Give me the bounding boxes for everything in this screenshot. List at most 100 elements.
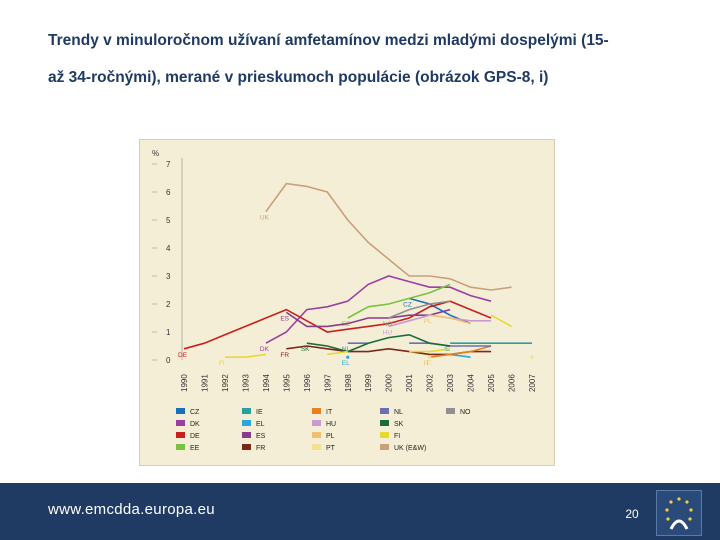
- legend-swatch-uk-e-w: [380, 444, 389, 450]
- legend-label-el: EL: [256, 421, 265, 428]
- x-tick-label: 1990: [180, 374, 189, 392]
- legend-label-hu: HU: [326, 421, 336, 428]
- series-line-ee: [347, 283, 451, 319]
- legend-swatch-el: [242, 420, 251, 426]
- legend-label-fr: FR: [256, 445, 265, 452]
- series-point-el: [346, 355, 350, 359]
- legend-label-no: NO: [460, 409, 471, 416]
- series-point-pt: [428, 355, 432, 359]
- footer-url[interactable]: www.emcdda.europa.eu: [48, 501, 215, 518]
- legend-swatch-cz: [176, 408, 185, 414]
- x-tick-label: 2004: [467, 374, 476, 392]
- y-tick-label: 0: [166, 356, 171, 365]
- x-tick-label: 1996: [303, 374, 312, 392]
- legend-swatch-de: [176, 432, 185, 438]
- page-number: 20: [625, 507, 639, 521]
- series-line-pl: [429, 314, 471, 325]
- legend-swatch-pt: [312, 444, 321, 450]
- legend-label-pl: PL: [326, 433, 335, 440]
- legend-swatch-nl: [380, 408, 389, 414]
- line-chart: % 0 1 2 3 4 5 6 7 1990 1991 1992 1993 1994 1995 1996 199…: [139, 139, 555, 466]
- series-label-cz: CZ: [403, 301, 412, 308]
- x-tick-label: 1994: [262, 374, 271, 392]
- legend-label-it: IT: [326, 409, 333, 416]
- series-line-no: [388, 300, 451, 319]
- chart-canvas: % 0 1 2 3 4 5 6 7 1990 1991 1992 1993 1994 1995 1996 199…: [152, 149, 537, 452]
- slide-title: Trendy v minuloročnom užívaní amfetamíno…: [48, 22, 708, 96]
- series-line-de: [183, 300, 492, 350]
- series-line-fi: [409, 348, 451, 353]
- x-tick-label: 1991: [200, 374, 209, 392]
- series-line-it: [429, 345, 492, 358]
- x-tick-label: 2001: [405, 374, 414, 392]
- legend-swatch-ee: [176, 444, 185, 450]
- series-label-nl: NL: [342, 346, 351, 353]
- x-tick-label: 2005: [487, 374, 496, 392]
- y-tick-label: 3: [166, 272, 171, 281]
- x-tick-label: 1993: [241, 374, 250, 392]
- series-label-fi: FI: [219, 360, 225, 367]
- series-line-el: [450, 353, 471, 358]
- y-tick-label: 2: [166, 300, 171, 309]
- series-label-dk: DK: [260, 346, 270, 353]
- series-line-es: [285, 308, 451, 328]
- title-line-2: až 34-ročnými), merané v prieskumoch pop…: [48, 69, 549, 86]
- series-label-it: IT: [424, 360, 430, 367]
- series-line-dk: [265, 275, 492, 344]
- series-label-pt: PT: [424, 360, 432, 367]
- y-tick-label: 6: [166, 188, 171, 197]
- legend-swatch-ie: [242, 408, 251, 414]
- x-tick-label: 2006: [508, 374, 517, 392]
- x-tick-label: 2007: [528, 374, 537, 392]
- x-tick-label: 1998: [344, 374, 353, 392]
- x-tick-label: 1999: [364, 374, 373, 392]
- y-axis-label: %: [152, 149, 159, 158]
- legend-swatch-it: [312, 408, 321, 414]
- footer-bar: www.emcdda.europa.eu 20: [0, 483, 720, 540]
- x-tick-label: 1997: [323, 374, 332, 392]
- legend-swatch-es: [242, 432, 251, 438]
- series-label-sk: SK: [301, 346, 310, 353]
- series-label-hu: HU: [383, 329, 393, 336]
- series-line-fi: [224, 353, 266, 358]
- series-label-de: DE: [178, 352, 188, 359]
- title-line-1: Trendy v minuloročnom užívaní amfetamíno…: [48, 32, 609, 49]
- legend-label-dk: DK: [190, 421, 200, 428]
- series-label-el: EL: [342, 360, 350, 367]
- y-tick-label: 5: [166, 216, 171, 225]
- legend-label-cz: CZ: [190, 409, 200, 416]
- legend-label-uk-e-w: UK (E&W): [394, 445, 426, 452]
- series-line-fi: [490, 314, 512, 328]
- legend-swatch-pl: [312, 432, 321, 438]
- legend-swatch-hu: [312, 420, 321, 426]
- emcdda-logo-icon: [656, 490, 702, 536]
- legend-swatch-fr: [242, 444, 251, 450]
- x-tick-label: 1995: [282, 374, 291, 392]
- series-label-uk-e-w: UK: [260, 215, 270, 222]
- x-tick-label: 2000: [385, 374, 394, 392]
- legend-swatch-fi: [380, 432, 389, 438]
- legend-label-nl: NL: [394, 409, 403, 416]
- series-line-uk-e-w: [265, 182, 512, 291]
- series-line-sk: [306, 333, 451, 353]
- series-label-fr: FR: [280, 352, 289, 359]
- x-tick-label: 2002: [426, 374, 435, 392]
- legend-label-es: ES: [256, 433, 266, 440]
- y-tick-label: 4: [166, 244, 171, 253]
- series-label-pl: PL: [424, 318, 432, 325]
- legend-swatch-no: [446, 408, 455, 414]
- y-tick-label: 1: [166, 328, 171, 337]
- legend-label-fi: FI: [394, 433, 400, 440]
- legend-label-ie: IE: [256, 409, 263, 416]
- x-tick-label: 2003: [446, 374, 455, 392]
- legend-swatch-sk: [380, 420, 389, 426]
- series-label-es: ES: [280, 315, 289, 322]
- legend-label-de: DE: [190, 433, 200, 440]
- legend-label-pt: PT: [326, 445, 336, 452]
- legend-label-sk: SK: [394, 421, 404, 428]
- series-line-fi: [327, 350, 348, 356]
- legend-label-ee: EE: [190, 445, 200, 452]
- legend-swatch-dk: [176, 420, 185, 426]
- series-label-no: NO: [383, 321, 393, 328]
- y-tick-label: 7: [166, 160, 171, 169]
